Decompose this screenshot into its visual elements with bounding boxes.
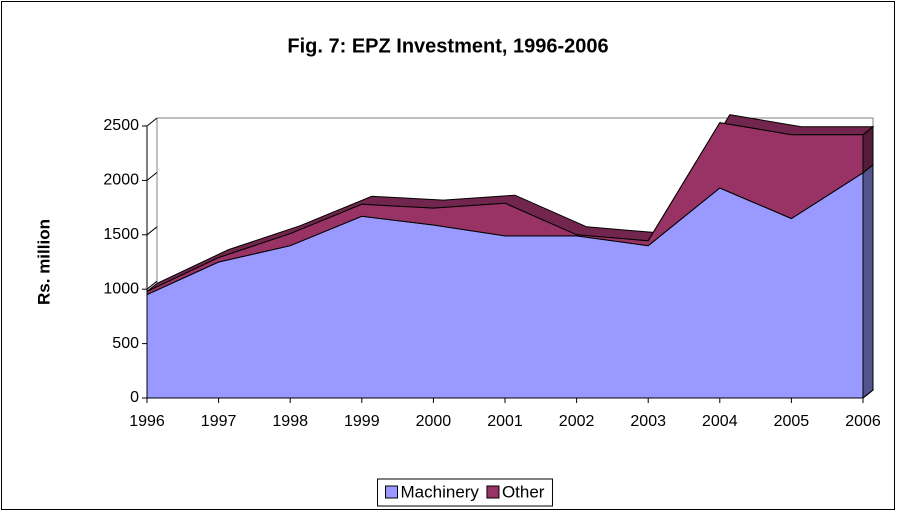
plot-area: 0 500 1000 1500 2000 2500 1996 1997 1998 1999 2000… <box>103 114 881 430</box>
area-side-face <box>862 125 874 174</box>
area <box>146 122 864 296</box>
legend: Machinery Other <box>377 478 553 507</box>
wall-tick <box>146 172 158 181</box>
y-tick-label: 2500 <box>103 117 139 134</box>
x-tick-label: 2001 <box>487 413 523 430</box>
chart-title: Fig. 7: EPZ Investment, 1996-2006 <box>287 35 608 57</box>
y-tick-label: 500 <box>112 335 139 352</box>
y-axis-label: Rs. million <box>34 219 53 305</box>
legend-label: Other <box>502 482 545 501</box>
x-tick-label: 2006 <box>845 413 881 430</box>
y-tick-label: 1500 <box>103 226 139 243</box>
floor-edge <box>862 389 874 399</box>
legend-swatch <box>385 485 399 499</box>
wall-tick <box>146 117 158 127</box>
x-tick-label: 1997 <box>201 413 237 430</box>
wall-tick <box>146 226 158 236</box>
y-tick-label: 0 <box>130 389 139 406</box>
y-tick-label: 2000 <box>103 172 139 189</box>
x-tick-label: 1998 <box>272 413 308 430</box>
x-tick-label: 2002 <box>559 413 595 430</box>
y-tick-label: 1000 <box>103 280 139 297</box>
x-tick-label: 2003 <box>630 413 666 430</box>
x-tick-label: 2004 <box>702 413 738 430</box>
area-side-face <box>862 163 874 400</box>
x-tick-label: 1999 <box>344 413 380 430</box>
x-tick-label: 1996 <box>129 413 165 430</box>
legend-box <box>377 478 553 507</box>
x-tick-label: 2000 <box>416 413 452 430</box>
x-tick-label: 2005 <box>774 413 810 430</box>
legend-label: Machinery <box>401 482 480 501</box>
legend-swatch <box>486 485 500 499</box>
wall-tick <box>146 280 158 290</box>
